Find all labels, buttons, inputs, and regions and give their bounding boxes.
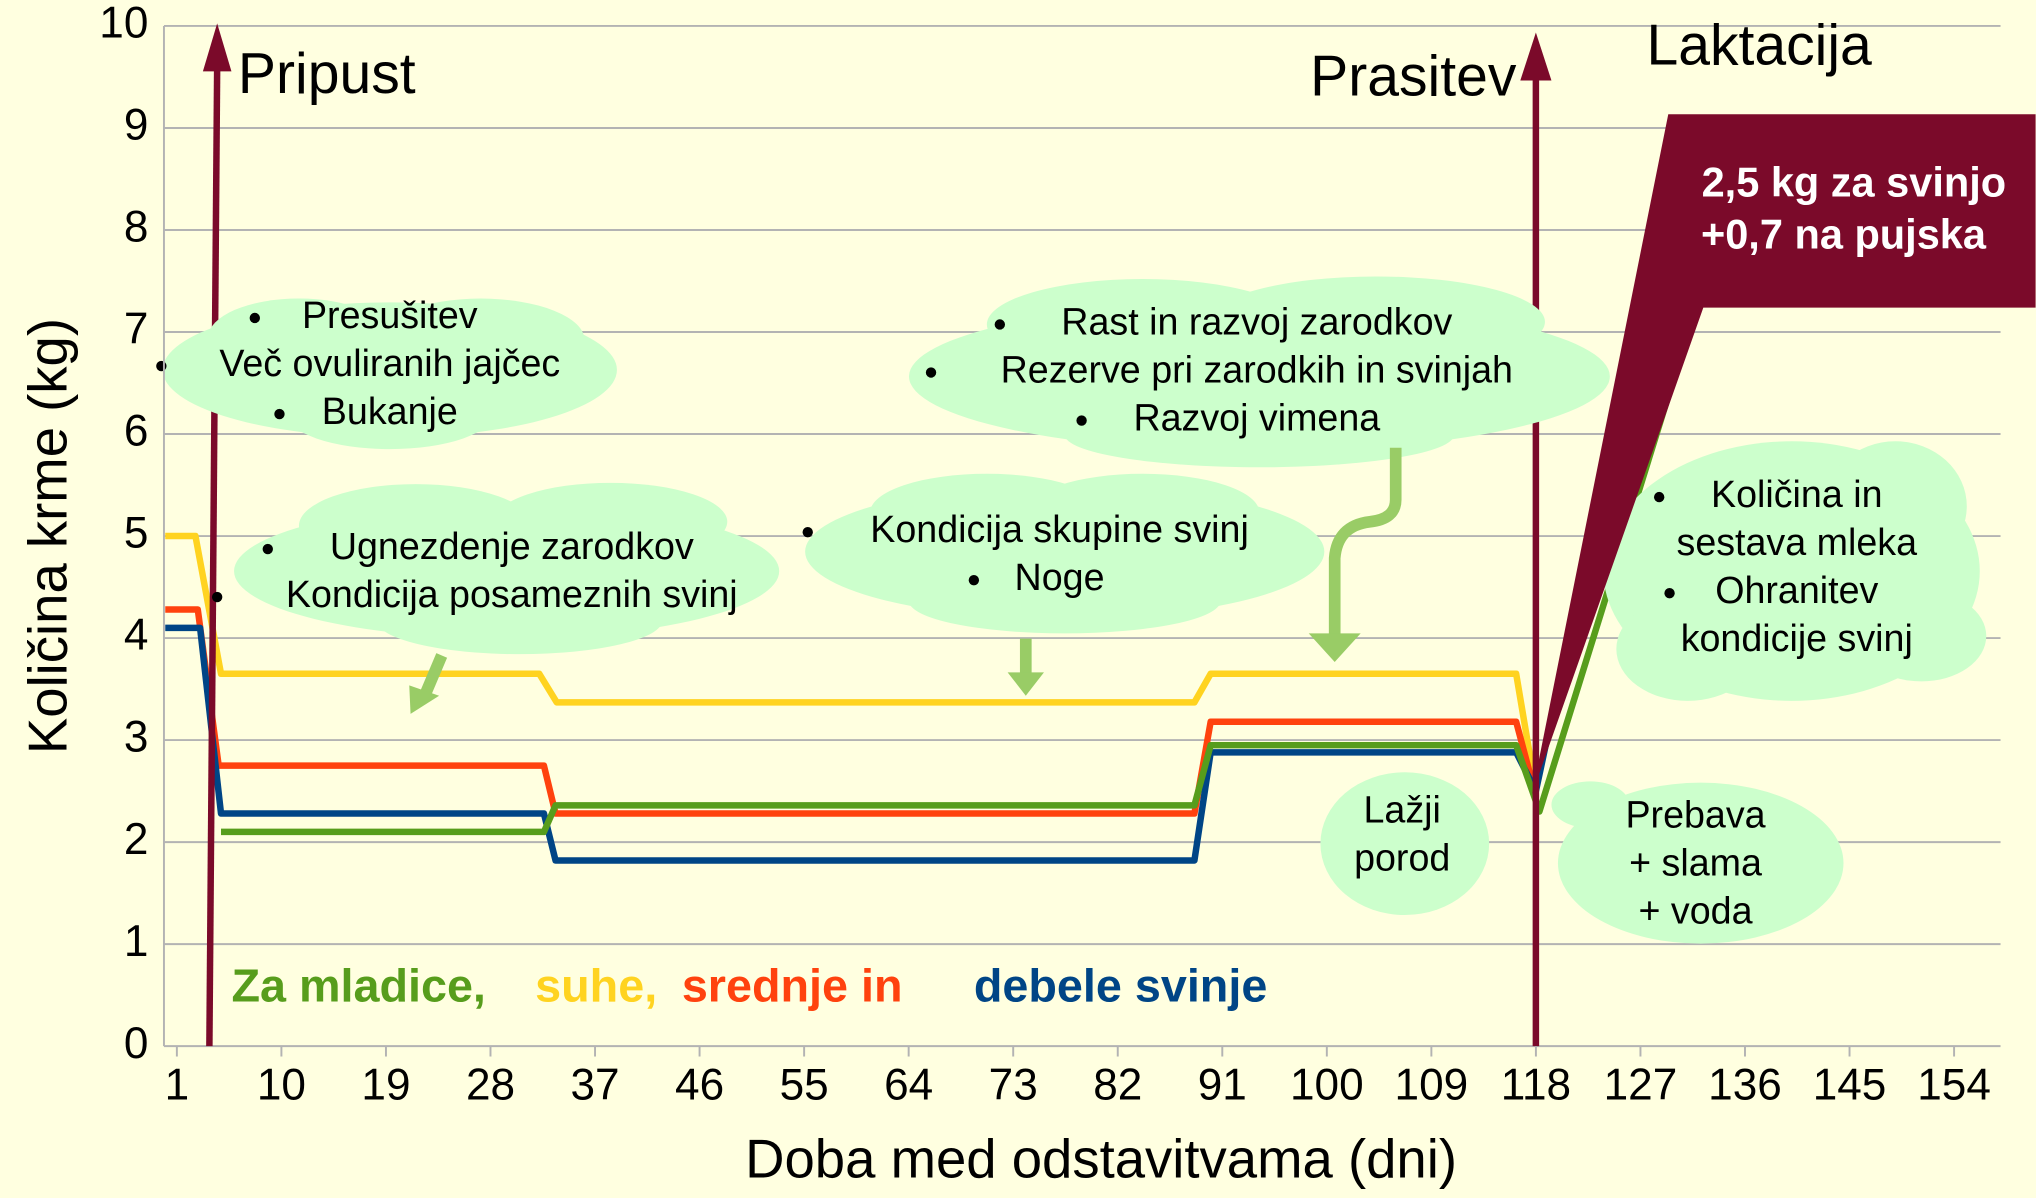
y-tick-label: 10 (99, 0, 148, 48)
bullets (156, 312, 1675, 603)
series-line (165, 532, 1540, 792)
arrow-head (202, 23, 232, 72)
bullet (925, 367, 937, 378)
x-tick-label: 10 (257, 1060, 306, 1109)
legend-entry: debele svinje (974, 959, 1267, 1011)
legend-entry: Za mladice, (231, 959, 485, 1011)
legend: Za mladice, suhe, srednje in debele svinje (231, 959, 1267, 1011)
phase-label: Laktacija (1646, 13, 1872, 77)
legend-entry: srednje in (682, 959, 903, 1011)
x-tick-label: 91 (1198, 1060, 1247, 1109)
y-tick-label: 4 (124, 611, 149, 660)
note-text: Lažji (1363, 788, 1440, 830)
x-tick-label: 145 (1813, 1060, 1887, 1109)
bullet (1664, 587, 1675, 599)
bullet (994, 319, 1006, 330)
phase-label: Prasitev (1310, 45, 1517, 109)
cloud (1551, 781, 1844, 944)
x-tick-label: 28 (466, 1060, 515, 1109)
x-tick-label: 154 (1917, 1060, 1991, 1109)
note-text: porod (1354, 836, 1450, 878)
note-text: Kondicija skupine svinj (870, 508, 1249, 550)
cloud (908, 276, 1610, 468)
y-tick-label: 9 (124, 101, 149, 150)
x-tick-label: 73 (989, 1060, 1038, 1109)
note-text: Rezerve pri zarodkih in svinjah (1001, 348, 1513, 390)
note-text: Noge (1015, 556, 1105, 598)
pointer (1328, 447, 1402, 639)
y-tick-label: 2 (124, 815, 149, 864)
note-text: Več ovuliranih jajčec (219, 342, 560, 384)
note-text: Razvoj vimena (1133, 396, 1380, 438)
phase-arrows (202, 23, 1552, 1047)
note-text: Ohranitev (1715, 569, 1878, 611)
note-text: Bukanje (322, 390, 458, 432)
x-tick-label: 55 (780, 1060, 829, 1109)
x-tick-label: 109 (1395, 1060, 1469, 1109)
x-tick-label: 118 (1501, 1060, 1571, 1109)
bullet (1076, 415, 1087, 426)
note-text: Presušitev (302, 294, 478, 336)
bullet (968, 574, 980, 586)
bullet (211, 591, 223, 603)
pointer (418, 653, 448, 701)
note-text: + voda (1639, 890, 1753, 932)
note-text: + slama (1629, 842, 1762, 884)
pointer-head (1308, 633, 1361, 662)
bullet (249, 312, 261, 324)
arrow-head (1520, 32, 1552, 81)
note-text: Prebava (1625, 794, 1765, 836)
x-tick-label: 46 (675, 1060, 724, 1109)
y-axis-label: Količina krme (kg) (18, 318, 79, 754)
mating-arrow (206, 64, 221, 1047)
y-tick-label: 3 (124, 713, 149, 762)
x-tick-label: 82 (1093, 1060, 1142, 1109)
cloud (234, 482, 780, 655)
x-tick-label: 127 (1604, 1060, 1678, 1109)
y-tick-label: 7 (124, 305, 149, 354)
cloud (1603, 441, 1987, 701)
y-tick-label: 8 (124, 203, 149, 252)
cloud (1320, 772, 1490, 916)
bullet (274, 408, 285, 420)
x-tick-label: 136 (1708, 1060, 1782, 1109)
clouds (162, 276, 1987, 944)
bullet (802, 526, 813, 538)
y-tick-label: 1 (124, 917, 149, 966)
x-tick-label: 1 (165, 1060, 190, 1109)
y-tick-label: 0 (124, 1019, 149, 1068)
bullet (156, 360, 167, 372)
pointer-heads (409, 633, 1361, 714)
note-text: sestava mleka (1677, 521, 1918, 563)
note-text: Ugnezdenje zarodkov (330, 525, 694, 567)
note-text: Količina in (1711, 473, 1883, 515)
x-tick-label: 64 (884, 1060, 933, 1109)
note-text: Kondicija posameznih svinj (286, 573, 738, 615)
bullet (1653, 491, 1665, 503)
callout-text: +0,7 na pujska (1701, 210, 1987, 257)
pointers (418, 447, 1402, 701)
x-tick-label: 100 (1290, 1060, 1364, 1109)
note-text: Rast in razvoj zarodkov (1061, 300, 1452, 342)
callout-box (1531, 114, 2036, 795)
note-text: kondicije svinj (1681, 617, 1913, 659)
y-tick-label: 6 (124, 407, 149, 456)
notes: Presušitev Več ovuliranih jajčec Bukanje Ug… (219, 294, 1917, 932)
x-tick-label: 19 (361, 1060, 410, 1109)
legend-entry: suhe, (535, 959, 657, 1011)
callout-text: 2,5 kg za svinjo (1702, 159, 2007, 206)
bullet (262, 543, 273, 555)
x-axis-label: Doba med odstavitvama (dni) (745, 1128, 1457, 1189)
pointer-head (409, 685, 440, 714)
pointer-head (1007, 672, 1044, 696)
y-tick-label: 5 (124, 509, 149, 558)
phase-label: Pripust (238, 42, 416, 106)
x-tick-label: 37 (570, 1060, 619, 1109)
cloud (805, 473, 1325, 634)
